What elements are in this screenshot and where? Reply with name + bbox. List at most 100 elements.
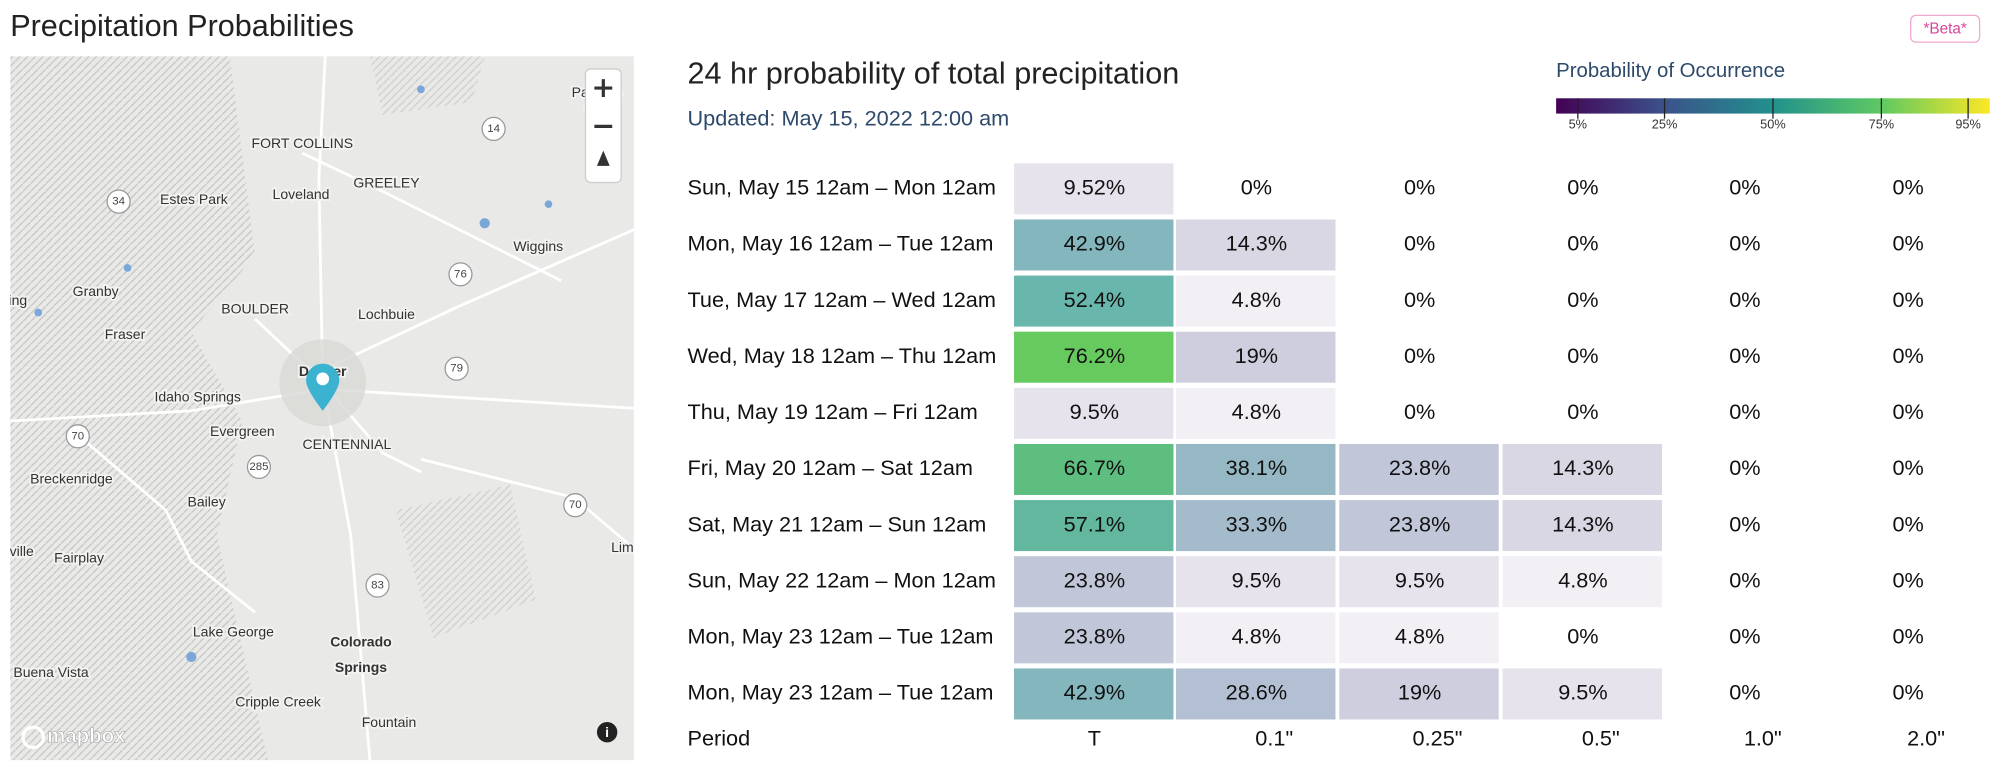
cell-value: 0% [1241,175,1272,200]
route-number: 70 [71,430,84,442]
cell [1502,556,1662,608]
cell [1339,387,1499,439]
route-shield [106,189,131,214]
cell [1664,443,1824,495]
cell-value: 0% [1729,511,1760,536]
cell [1827,331,1988,383]
column-header: 2.0" [1907,726,1945,751]
column-header: 0.1" [1255,726,1293,751]
route-number: 79 [450,363,463,375]
route-shield [448,262,473,287]
period-label: Sun, May 15 12am – Mon 12am [688,175,996,200]
cell [1502,443,1662,495]
cell [1502,163,1662,215]
cell [1664,556,1824,608]
map[interactable]: FORT COLLINS GREELEY Estes Park Loveland Gra… [2,56,634,761]
cell [1502,668,1662,720]
cell [1339,500,1499,552]
colorbar-label: 50% [1760,116,1786,131]
column-header: 0.5" [1582,726,1620,751]
map-label: Colorado [330,634,392,650]
cell-value: 42.9% [1064,231,1125,256]
cell-value: 9.5% [1232,567,1281,592]
column-header: Period [688,726,751,751]
cell [1664,219,1824,271]
cell [1827,443,1988,495]
cell-value: 9.5% [1395,567,1444,592]
cell [1176,163,1336,215]
cell-value: 28.6% [1226,680,1287,705]
cell-value: 0% [1729,343,1760,368]
map-label: Breckenridge [30,470,113,486]
cell-value: 0% [1892,455,1923,480]
map-label: Evergreen [210,423,275,439]
cell-value: 4.8% [1232,624,1281,649]
cell-value: 0% [1567,624,1598,649]
route-shield [246,454,272,480]
cell-value: 23.8% [1064,624,1125,649]
route-number: 83 [371,580,384,592]
map-label: FORT COLLINS [252,135,354,151]
cell-value: 0% [1892,680,1923,705]
colorbar-label: 75% [1869,116,1895,131]
cell [1339,612,1499,664]
cell-value: 57.1% [1064,511,1125,536]
cell-value: 0% [1729,680,1760,705]
cell-value: 0% [1892,399,1923,424]
map-label: Fairplay [54,549,104,565]
cell-value: 0% [1729,455,1760,480]
cell-value: 0% [1404,175,1435,200]
map-label: Loveland [273,186,330,202]
cell [1014,275,1174,327]
cell [1339,275,1499,327]
period-label: Tue, May 17 12am – Wed 12am [688,287,996,312]
map-label: Granby [73,283,119,299]
map-label: Bailey [188,493,226,509]
cell-value: 23.8% [1389,511,1450,536]
cell-value: 0% [1404,287,1435,312]
cell [1827,163,1988,215]
cell-value: 0% [1729,231,1760,256]
location-pin[interactable] [306,363,340,411]
cell [1176,331,1336,383]
cell-value: 0% [1729,567,1760,592]
cell [1827,612,1988,664]
cell-value: 0% [1567,231,1598,256]
cell [1664,387,1824,439]
cell [1176,556,1336,608]
cell [1339,668,1499,720]
cell-value: 9.5% [1558,680,1607,705]
cell [1176,668,1336,720]
beta-text: *Beta* [1923,20,1966,37]
cell [1502,500,1662,552]
cell-value: 0% [1729,175,1760,200]
column-header: T [1088,726,1101,751]
route-number: 70 [569,499,582,511]
route-shield [481,116,506,142]
cell-value: 0% [1404,231,1435,256]
route-shield [365,573,390,598]
table: Sun, May 15 12am – Mon 12am 9.52% 0% 0% 0% 0%… [688,163,1988,751]
cell-value: 0% [1729,624,1760,649]
map-label: Fraser [105,326,146,342]
cell [1014,387,1174,439]
cell-value: 0% [1892,511,1923,536]
cell-value: 38.1% [1226,455,1287,480]
route-number: 14 [487,123,500,135]
map-label: Lim [611,539,634,555]
cell-value: 4.8% [1232,399,1281,424]
map-label: Idaho Springs [154,389,241,405]
map-label: BOULDER [221,301,289,317]
cell [1827,556,1988,608]
colorbar-label: 25% [1652,116,1678,131]
route-shield [563,493,588,518]
cell [1014,163,1174,215]
map-label: ing [8,292,27,308]
cell-value: 9.5% [1070,399,1119,424]
cell-value: 0% [1892,231,1923,256]
info-button[interactable] [596,722,618,743]
cell [1339,331,1499,383]
cell [1014,556,1174,608]
map-label: Springs [335,659,387,675]
cell-value: 4.8% [1395,624,1444,649]
